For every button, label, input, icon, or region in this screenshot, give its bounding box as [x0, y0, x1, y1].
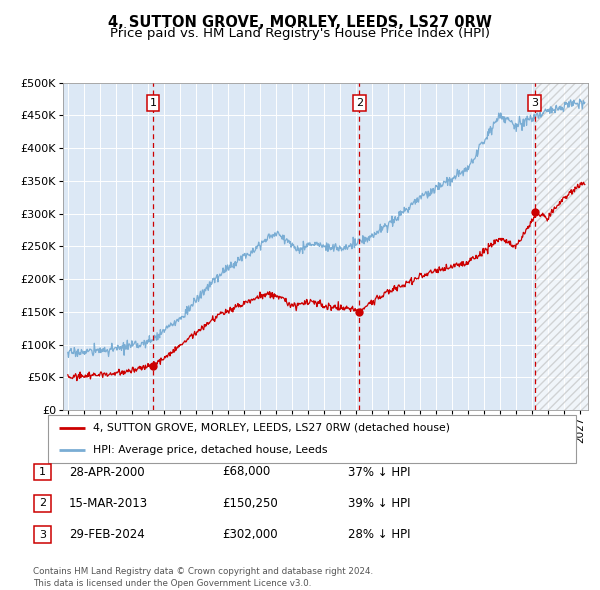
Text: HPI: Average price, detached house, Leeds: HPI: Average price, detached house, Leed…	[93, 445, 328, 455]
Text: 29-FEB-2024: 29-FEB-2024	[69, 528, 145, 541]
Text: 37% ↓ HPI: 37% ↓ HPI	[348, 466, 410, 478]
Text: 1: 1	[149, 98, 157, 108]
Text: 4, SUTTON GROVE, MORLEY, LEEDS, LS27 0RW: 4, SUTTON GROVE, MORLEY, LEEDS, LS27 0RW	[108, 15, 492, 30]
Text: £68,000: £68,000	[222, 466, 270, 478]
Text: 15-MAR-2013: 15-MAR-2013	[69, 497, 148, 510]
Text: £302,000: £302,000	[222, 528, 278, 541]
Text: 4, SUTTON GROVE, MORLEY, LEEDS, LS27 0RW (detached house): 4, SUTTON GROVE, MORLEY, LEEDS, LS27 0RW…	[93, 423, 450, 433]
FancyBboxPatch shape	[34, 526, 51, 543]
Text: 28% ↓ HPI: 28% ↓ HPI	[348, 528, 410, 541]
Text: 2: 2	[39, 499, 46, 508]
Bar	[535, 83, 588, 410]
Text: Price paid vs. HM Land Registry's House Price Index (HPI): Price paid vs. HM Land Registry's House …	[110, 27, 490, 40]
Text: £150,250: £150,250	[222, 497, 278, 510]
Text: Contains HM Land Registry data © Crown copyright and database right 2024.
This d: Contains HM Land Registry data © Crown c…	[33, 568, 373, 588]
Text: 3: 3	[531, 98, 538, 108]
FancyBboxPatch shape	[34, 464, 51, 480]
Text: 2: 2	[356, 98, 363, 108]
Text: 1: 1	[39, 467, 46, 477]
Text: 3: 3	[39, 530, 46, 539]
FancyBboxPatch shape	[34, 495, 51, 512]
Text: 28-APR-2000: 28-APR-2000	[69, 466, 145, 478]
Text: 39% ↓ HPI: 39% ↓ HPI	[348, 497, 410, 510]
FancyBboxPatch shape	[48, 415, 576, 463]
